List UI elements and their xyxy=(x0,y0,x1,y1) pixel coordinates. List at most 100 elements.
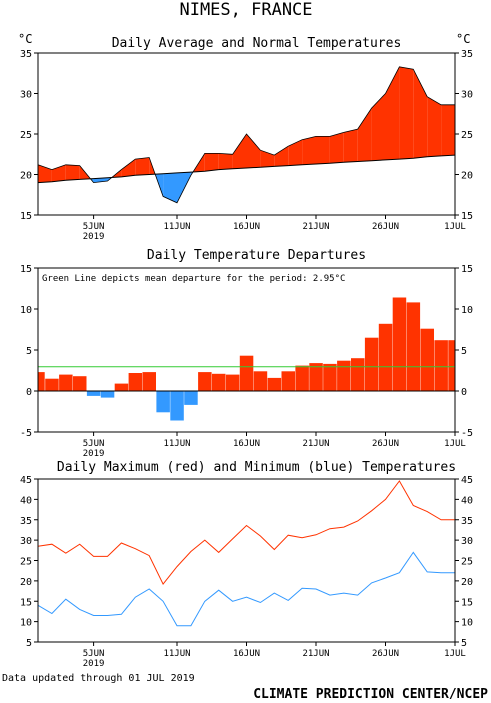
warm-anomaly-area xyxy=(329,132,344,164)
departure-bar xyxy=(128,373,143,391)
y-tick-label-left: 10 xyxy=(20,305,32,316)
y-tick-label-left: -5 xyxy=(20,428,32,439)
y-tick-label-right: 5 xyxy=(461,346,467,357)
departure-bar xyxy=(114,383,129,391)
y-tick-label-right: 10 xyxy=(461,305,473,316)
panel-max-min: Daily Maximum (red) and Minimum (blue) T… xyxy=(20,460,473,669)
departure-bar xyxy=(392,297,407,391)
panel-title: Daily Temperature Departures xyxy=(147,248,366,263)
y-tick-label-left: 40 xyxy=(20,495,32,506)
x-tick-label: 26JUN xyxy=(372,649,399,659)
panel-title: Daily Average and Normal Temperatures xyxy=(112,36,402,51)
x-tick-label: 21JUN xyxy=(302,649,329,659)
warm-anomaly-area xyxy=(274,146,289,167)
warm-anomaly-area xyxy=(135,157,150,176)
average-temperature-line xyxy=(37,66,455,204)
x-tick-label: 21JUN xyxy=(302,439,329,449)
y-tick-label-left: 25 xyxy=(20,130,32,141)
warm-anomaly-area xyxy=(385,66,400,160)
departure-bar xyxy=(198,372,212,391)
departure-bar xyxy=(73,376,87,391)
warm-anomaly-area xyxy=(288,139,303,166)
warm-anomaly-area xyxy=(441,104,455,156)
x-tick-label: 1JUL xyxy=(444,439,466,449)
departure-bar xyxy=(281,371,295,391)
y-tick-label-right: 5 xyxy=(461,638,467,649)
warm-anomaly-area xyxy=(316,136,330,164)
x-tick-label: 5JUN xyxy=(83,222,105,232)
x-tick-label: 16JUN xyxy=(233,439,260,449)
x-tick-label: 1JUL xyxy=(444,222,466,232)
x-tick-label: 5JUN xyxy=(83,439,105,449)
x-tick-year-label: 2019 xyxy=(83,449,105,459)
footer-updated: Data updated through 01 JUL 2019 xyxy=(2,673,195,684)
departure-bar xyxy=(378,323,393,391)
x-tick-label: 11JUN xyxy=(163,439,190,449)
y-tick-label-right: 15 xyxy=(461,211,473,222)
y-tick-label-right: 45 xyxy=(461,475,473,486)
y-tick-label-right: 20 xyxy=(461,171,473,182)
departure-bar xyxy=(351,358,365,391)
x-tick-label: 26JUN xyxy=(372,222,399,232)
y-tick-label-left: 20 xyxy=(20,171,32,182)
x-tick-label: 21JUN xyxy=(302,222,329,232)
departure-bar xyxy=(337,360,351,391)
departure-bar xyxy=(86,391,101,396)
y-tick-label-left: 30 xyxy=(20,536,32,547)
x-tick-year-label: 2019 xyxy=(83,659,105,669)
departure-bar xyxy=(59,374,73,391)
normal-temperature-line xyxy=(37,154,456,184)
y-tick-label-right: 20 xyxy=(461,577,473,588)
departure-bar xyxy=(267,377,282,391)
x-tick-year-label: 2019 xyxy=(83,232,105,242)
main-title: NIMES, FRANCE xyxy=(179,0,312,20)
y-tick-label-left: 25 xyxy=(20,557,32,568)
plot-frame xyxy=(37,478,456,643)
warm-anomaly-area xyxy=(121,159,136,177)
warm-anomaly-area xyxy=(51,164,66,182)
departure-bar xyxy=(406,302,421,391)
departure-bar xyxy=(253,371,268,391)
warm-anomaly-area xyxy=(246,134,261,168)
y-tick-label-right: 35 xyxy=(461,516,473,527)
warm-anomaly-area xyxy=(65,164,80,181)
y-tick-label-left: 35 xyxy=(20,49,32,60)
y-tick-label-right: 10 xyxy=(461,618,473,629)
departure-bar xyxy=(38,372,45,391)
x-tick-label: 26JUN xyxy=(372,439,399,449)
y-tick-label-right: 30 xyxy=(461,90,473,101)
y-tick-label-left: 20 xyxy=(20,577,32,588)
x-tick-label: 5JUN xyxy=(83,649,105,659)
y-tick-label-left: 45 xyxy=(20,475,32,486)
x-tick-label: 1JUL xyxy=(444,649,466,659)
y-tick-label-right: -5 xyxy=(461,428,473,439)
y-tick-label-right: 30 xyxy=(461,536,473,547)
warm-anomaly-area xyxy=(260,150,275,168)
departure-bar xyxy=(434,340,448,391)
y-tick-label-left: 15 xyxy=(20,264,32,275)
y-unit-left: °C xyxy=(18,32,32,46)
y-tick-label-left: 15 xyxy=(20,597,32,608)
panel-departures: Green Line depicts mean departure for th… xyxy=(20,248,473,459)
departure-bar xyxy=(170,391,184,421)
departure-bar xyxy=(100,391,115,398)
y-tick-label-right: 15 xyxy=(461,264,473,275)
y-tick-label-right: 15 xyxy=(461,597,473,608)
departure-bar xyxy=(142,372,156,391)
departure-bar xyxy=(295,365,309,391)
warm-anomaly-area xyxy=(427,96,442,157)
warm-anomaly-area xyxy=(232,134,247,169)
departure-bar xyxy=(323,363,337,391)
y-unit-right: °C xyxy=(456,32,470,46)
y-tick-label-right: 35 xyxy=(461,49,473,60)
warm-anomaly-area xyxy=(413,69,428,159)
departure-bar xyxy=(448,340,455,391)
departure-bar xyxy=(225,374,240,391)
panel-title: Daily Maximum (red) and Minimum (blue) T… xyxy=(57,460,456,475)
y-tick-label-right: 25 xyxy=(461,130,473,141)
x-tick-label: 11JUN xyxy=(163,222,190,232)
y-tick-label-right: 25 xyxy=(461,557,473,568)
warm-anomaly-area xyxy=(343,129,358,163)
